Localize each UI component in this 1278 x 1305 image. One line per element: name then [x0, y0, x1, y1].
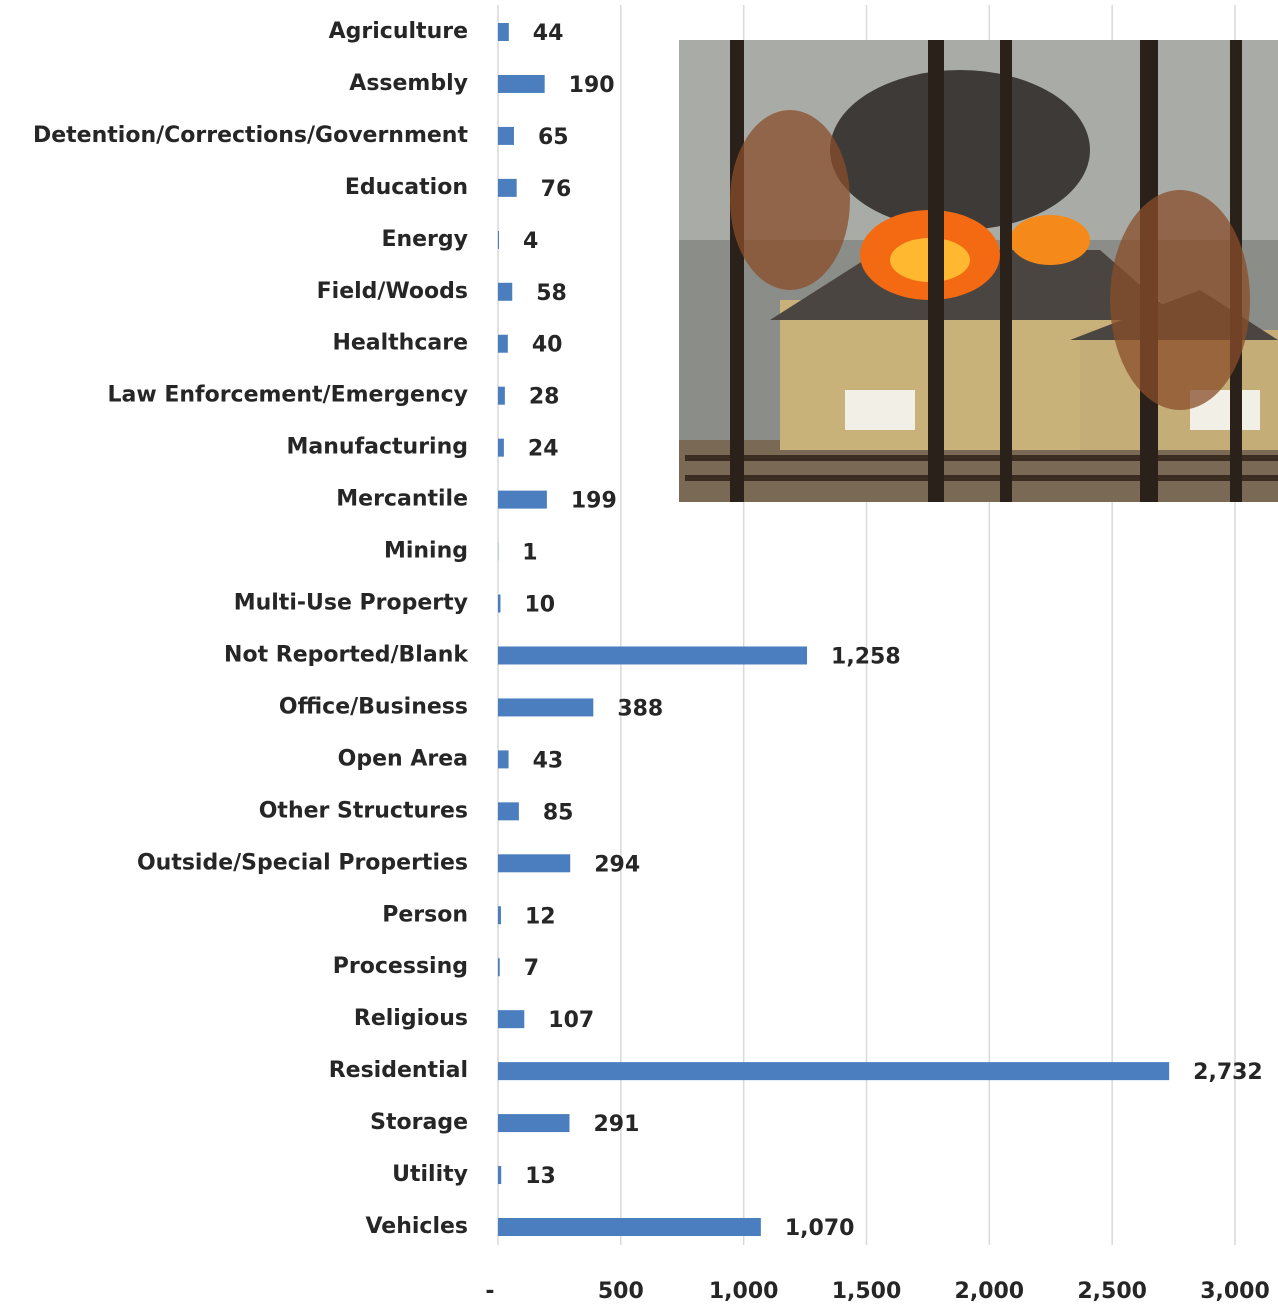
x-tick-label: 500 — [598, 1279, 644, 1304]
bar — [498, 438, 504, 457]
photo-tree — [1000, 40, 1012, 502]
value-label: 24 — [528, 437, 559, 462]
x-tick-label: 2,000 — [955, 1279, 1025, 1304]
value-label: 2,732 — [1193, 1060, 1263, 1085]
value-label: 388 — [617, 696, 663, 721]
y-tick-label: Manufacturing — [287, 435, 469, 460]
bar — [498, 178, 517, 197]
bar — [498, 802, 519, 821]
bar — [498, 282, 513, 301]
bar — [498, 386, 505, 405]
photo-fence — [685, 475, 1278, 481]
bar — [498, 1218, 761, 1236]
value-label: 1 — [522, 541, 537, 566]
value-label: 12 — [525, 904, 556, 929]
x-tick-label: 1,000 — [709, 1279, 779, 1304]
bar — [498, 126, 514, 145]
photo-smoke — [830, 70, 1090, 230]
value-label: 4 — [523, 229, 538, 254]
photo-ground — [679, 440, 1278, 502]
y-tick-label: Law Enforcement/Emergency — [107, 383, 468, 408]
y-tick-label: Field/Woods — [317, 279, 468, 304]
y-tick-label: Mining — [384, 539, 468, 564]
y-tick-label: Storage — [370, 1110, 468, 1135]
x-tick-label: 1,500 — [832, 1279, 902, 1304]
photo-fence — [685, 455, 1278, 461]
value-label: 13 — [525, 1164, 556, 1189]
x-tick-label: 3,000 — [1200, 1279, 1270, 1304]
y-tick-label: Other Structures — [259, 798, 468, 823]
photo-foliage — [730, 110, 850, 290]
bar — [498, 594, 501, 613]
bar — [498, 23, 509, 41]
bar — [498, 1114, 570, 1133]
y-tick-label: Multi-Use Property — [234, 591, 468, 616]
value-label: 76 — [541, 177, 572, 202]
y-tick-label: Office/Business — [279, 694, 468, 719]
y-tick-label: Agriculture — [329, 19, 468, 44]
value-label: 43 — [533, 748, 564, 773]
value-label: 291 — [593, 1112, 639, 1137]
bar — [498, 230, 499, 249]
value-label: 10 — [524, 593, 555, 618]
y-tick-label: Utility — [392, 1162, 468, 1187]
y-tick-label: Processing — [333, 954, 468, 979]
plot: - 500 1,000 1,500 2,000 2,500 3,000 Agriculture… — [33, 19, 1270, 1304]
x-tick-label: 2,500 — [1077, 1279, 1147, 1304]
y-tick-label: Outside/Special Properties — [137, 850, 468, 875]
y-tick-label: Open Area — [338, 746, 468, 771]
value-label: 28 — [529, 385, 560, 410]
x-tick-label: - — [485, 1279, 494, 1304]
value-label: 40 — [532, 333, 563, 358]
y-tick-label: Healthcare — [332, 331, 468, 356]
photo — [679, 40, 1278, 502]
value-label: 190 — [569, 73, 615, 98]
y-tick-label: Vehicles — [365, 1214, 468, 1239]
bar — [498, 854, 571, 873]
y-tick-label: Residential — [329, 1058, 468, 1083]
bar — [498, 1166, 502, 1185]
value-label: 58 — [536, 281, 567, 306]
value-label: 199 — [571, 489, 617, 514]
bar — [498, 646, 808, 665]
y-tick-label: Person — [382, 902, 468, 927]
bar — [498, 698, 594, 717]
bar — [498, 334, 508, 353]
value-label: 65 — [538, 125, 569, 150]
y-tick-label: Religious — [354, 1006, 468, 1031]
value-label: 1,070 — [785, 1216, 855, 1241]
value-label: 44 — [533, 21, 564, 46]
bar — [498, 958, 500, 977]
value-label: 85 — [543, 800, 574, 825]
bar — [498, 490, 547, 509]
photo-tree — [928, 40, 944, 502]
photo-window — [845, 390, 915, 430]
y-tick-label: Education — [345, 175, 468, 200]
y-tick-label: Detention/Corrections/Government — [33, 123, 468, 148]
y-tick-label: Assembly — [349, 71, 468, 96]
y-tick-label: Energy — [381, 227, 468, 252]
bar — [498, 750, 509, 769]
bar — [498, 1062, 1170, 1081]
photo-foliage — [1110, 190, 1250, 410]
bar — [498, 1010, 525, 1029]
y-tick-label: Not Reported/Blank — [224, 642, 469, 667]
value-label: 1,258 — [831, 644, 901, 669]
value-label: 294 — [594, 852, 640, 877]
value-label: 7 — [524, 956, 539, 981]
photo-fire-2 — [1010, 215, 1090, 265]
y-tick-label: Mercantile — [336, 487, 468, 512]
bar — [498, 906, 501, 925]
value-label: 107 — [548, 1008, 594, 1033]
photo-tree — [730, 40, 744, 502]
bar — [498, 74, 545, 93]
